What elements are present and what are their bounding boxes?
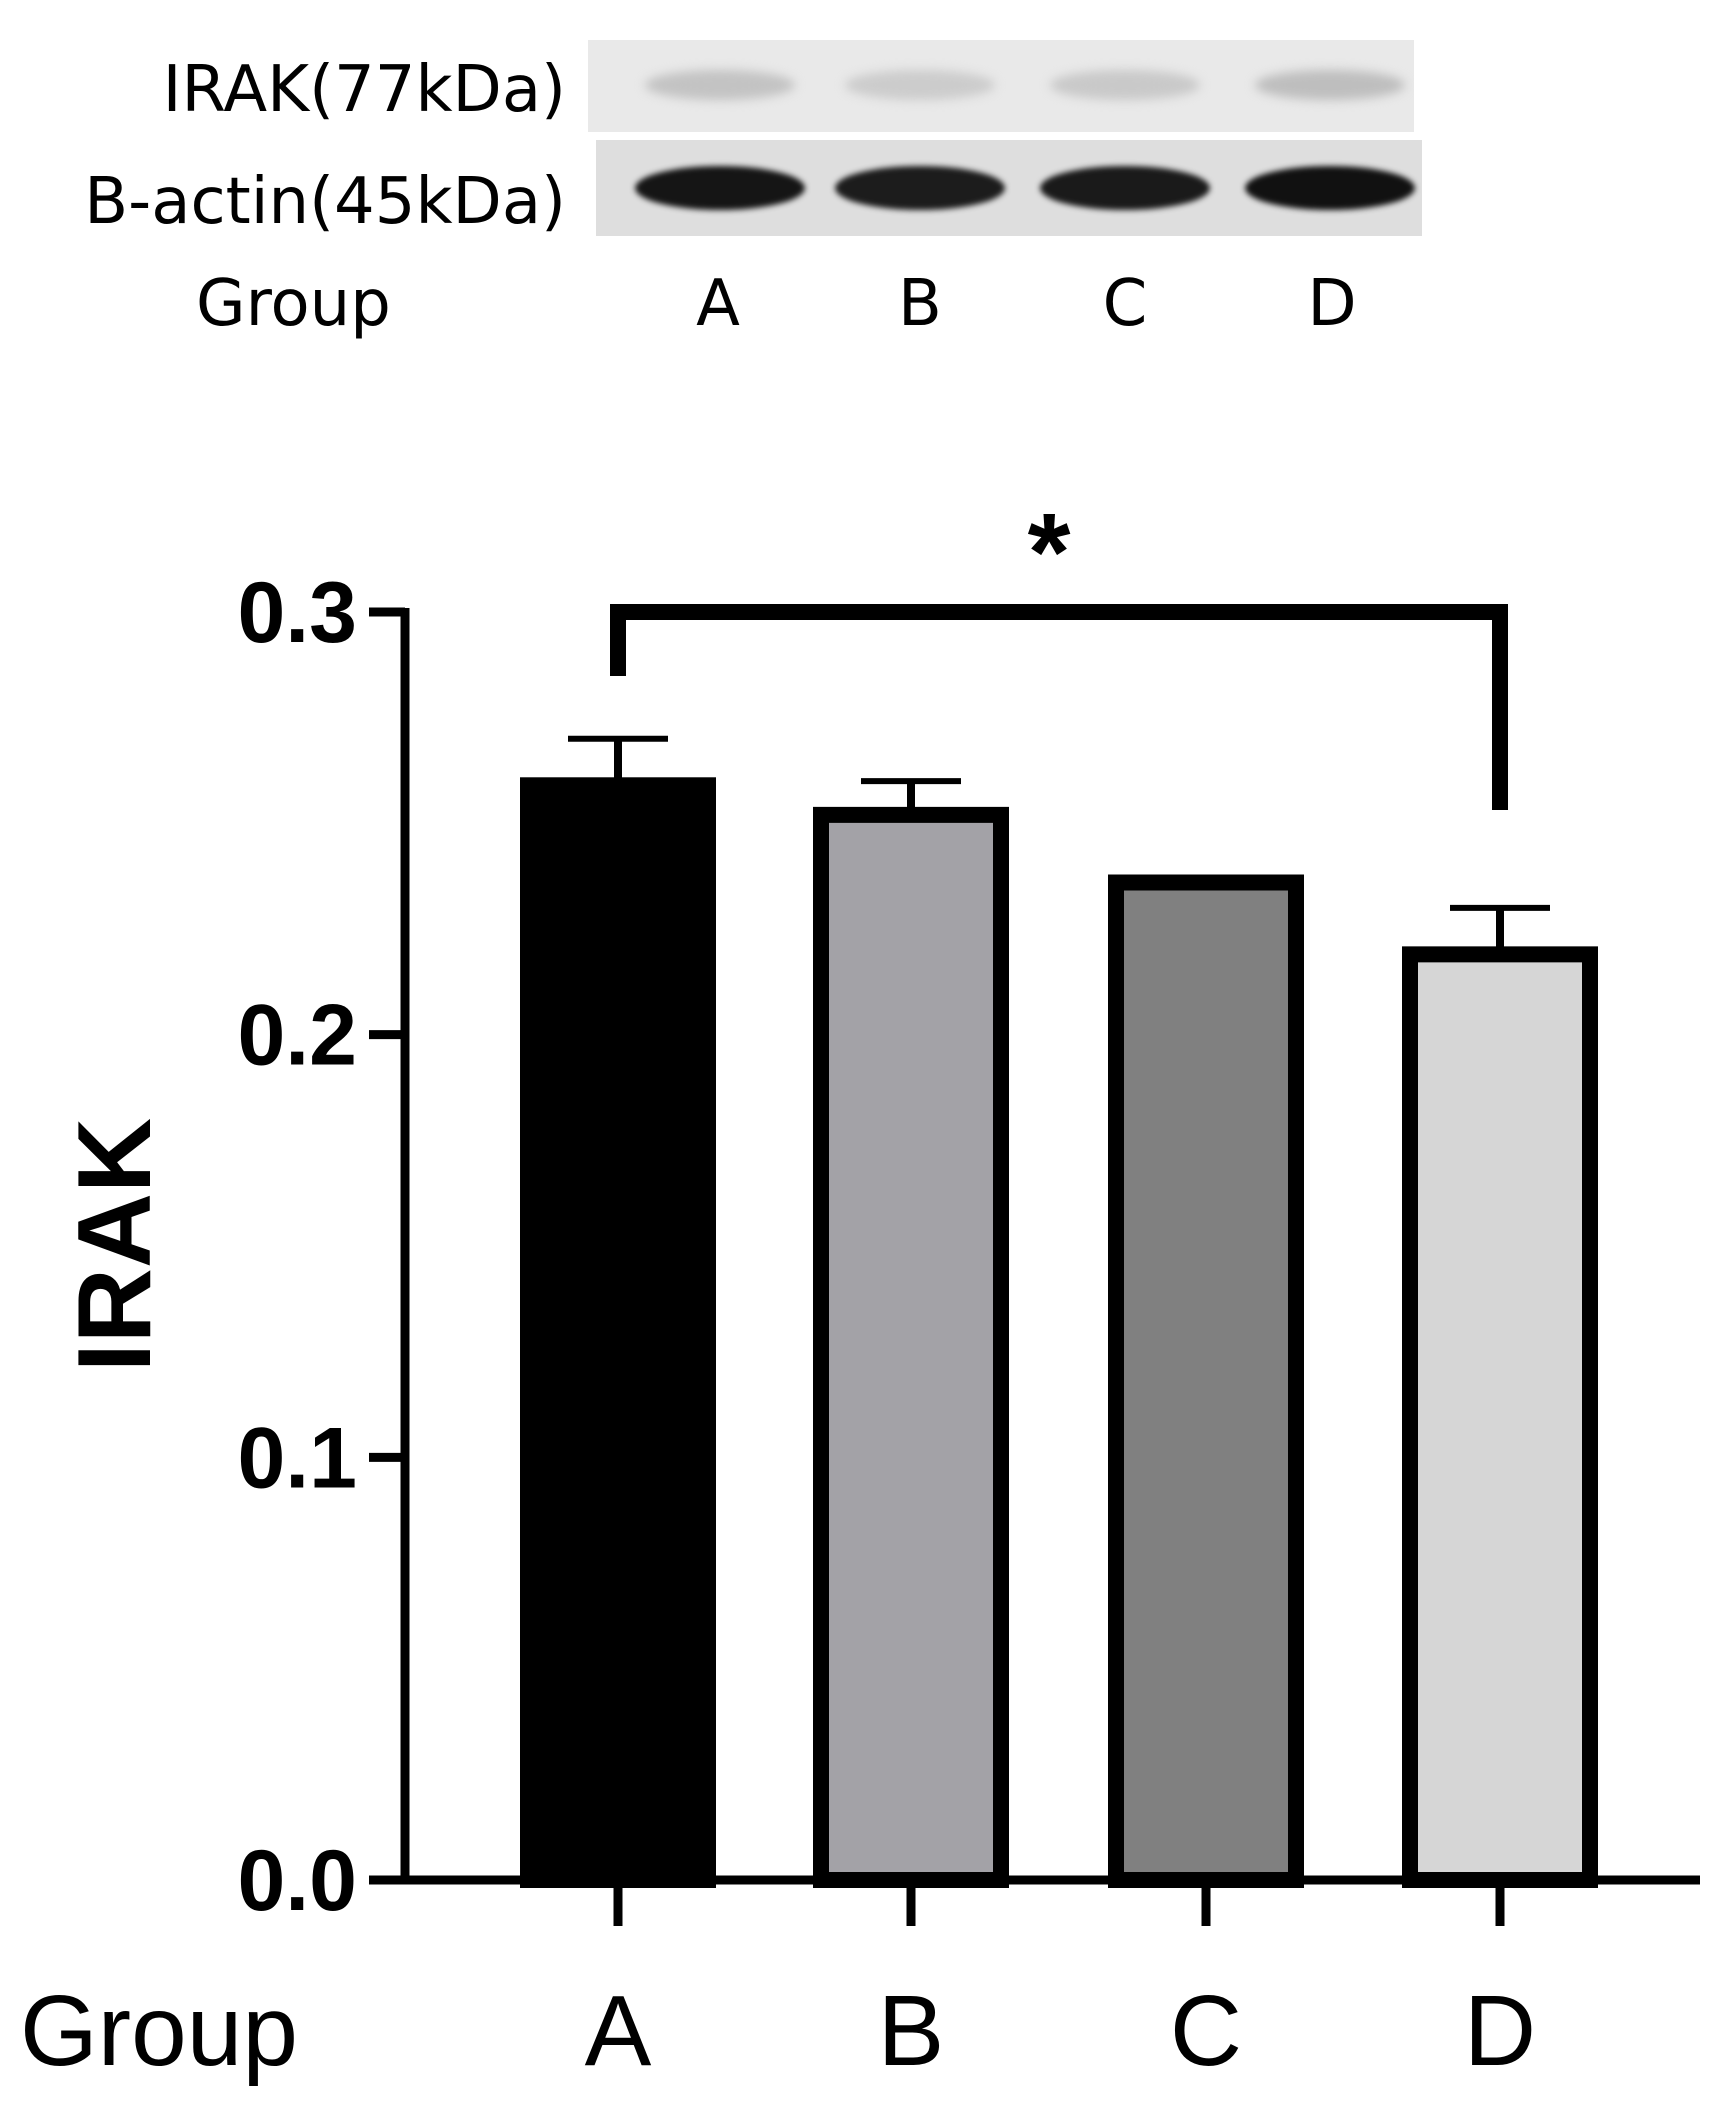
- blot-band-irak-a: [645, 70, 795, 100]
- y-tick-label-2: 0.2: [237, 988, 357, 1084]
- blot-lane-label-a: A: [696, 267, 740, 341]
- bar-b: [813, 806, 1009, 1888]
- x-tick-label-a: A: [585, 1975, 652, 2087]
- blot-band-bactin-b: [835, 166, 1005, 210]
- bar-d: [1402, 946, 1598, 1888]
- blot-strip-bactin: [596, 140, 1422, 236]
- blot-band-irak-b: [845, 70, 995, 100]
- blot-band-bactin-c: [1040, 166, 1210, 210]
- blot-band-bactin-a: [635, 166, 805, 210]
- bar-c: [1108, 874, 1304, 1888]
- blot-lane-label-c: C: [1102, 267, 1148, 341]
- x-tick-label-c: C: [1170, 1975, 1242, 2087]
- blot-band-irak-c: [1050, 70, 1200, 100]
- blot-strip-irak: [588, 40, 1414, 132]
- blot-band-bactin-d: [1245, 166, 1415, 210]
- y-axis-title: IRAK: [57, 1118, 173, 1372]
- bar-a: [520, 777, 716, 1888]
- x-tick-label-b: B: [878, 1975, 945, 2087]
- significance-star: *: [1028, 491, 1071, 614]
- x-axis-title: Group: [20, 1975, 298, 2087]
- axes-layer: 0.0 0.1 0.2 0.3 A B C D Group IRAK *: [20, 491, 1700, 2087]
- bars-layer: [520, 735, 1598, 1888]
- blot-row-label-bactin: B-actin(45kDa): [84, 165, 566, 239]
- blot-row-label-irak: IRAK(77kDa): [162, 53, 566, 127]
- blot-group-label: Group: [196, 267, 391, 341]
- blot-band-irak-d: [1255, 70, 1405, 100]
- y-tick-label-0: 0.0: [237, 1833, 357, 1929]
- significance-bracket: [610, 604, 1508, 810]
- x-tick-label-d: D: [1464, 1975, 1536, 2087]
- blot-lane-label-d: D: [1307, 267, 1357, 341]
- y-tick-label-1: 0.1: [237, 1410, 357, 1506]
- blot-lane-label-b: B: [898, 267, 942, 341]
- y-tick-label-3: 0.3: [237, 565, 357, 661]
